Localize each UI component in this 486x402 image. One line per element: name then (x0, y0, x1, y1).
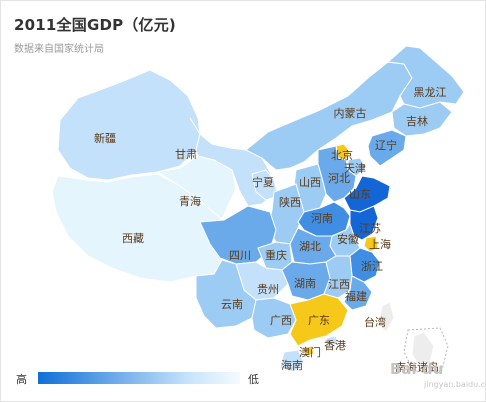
region-label-9: 北京 (331, 148, 353, 162)
region-label-11: 河北 (328, 172, 350, 185)
region-27[interactable] (343, 275, 373, 311)
region-31[interactable] (325, 335, 339, 347)
baidu-watermark: Bai du jingyan.baidu.com (372, 358, 486, 396)
chart-subtitle: 数据来自国家统计局 (14, 44, 104, 55)
region-label-21: 湖北 (299, 240, 321, 253)
region-label-13: 山东 (349, 188, 371, 201)
region-label-6: 黑龙江 (414, 86, 447, 99)
region-label-25: 江西 (328, 278, 350, 291)
region-label-12: 山西 (299, 176, 321, 189)
region-label-4: 宁夏 (252, 175, 274, 189)
region-label-33: 海南 (281, 358, 303, 372)
watermark-url: jingyan.baidu.com (424, 380, 486, 389)
region-label-15: 河南 (311, 212, 333, 225)
region-label-19: 四川 (229, 249, 251, 262)
south-china-sea-boundary (403, 327, 449, 373)
region-label-34: 南海诸岛 (395, 360, 439, 374)
region-label-30: 广东 (308, 314, 330, 327)
legend-high-label: 高 (16, 373, 27, 386)
watermark-brand: Bai du (390, 360, 444, 378)
region-label-22: 浙江 (361, 260, 383, 273)
region-label-17: 安徽 (337, 232, 359, 246)
region-label-26: 云南 (221, 298, 243, 311)
region-6[interactable] (386, 45, 465, 109)
region-label-10: 天津 (344, 162, 366, 175)
region-label-8: 辽宁 (375, 138, 397, 152)
region-label-31: 香港 (324, 339, 346, 352)
region-label-0: 新疆 (94, 131, 116, 145)
region-7[interactable] (391, 101, 453, 137)
region-8[interactable] (367, 129, 407, 167)
region-0[interactable] (57, 69, 201, 181)
region-label-20: 重庆 (265, 248, 287, 262)
region-label-32: 澳门 (299, 345, 321, 359)
region-33[interactable] (279, 349, 305, 373)
region-label-24: 湖南 (294, 277, 316, 290)
chart-title: 2011全国GDP（亿元) (14, 16, 176, 34)
region-34[interactable] (411, 331, 435, 369)
region-5[interactable] (245, 61, 413, 171)
region-label-23: 贵州 (257, 283, 279, 296)
region-label-18: 上海 (369, 237, 391, 251)
region-label-3: 甘肃 (175, 148, 197, 161)
region-2[interactable] (156, 155, 237, 220)
legend-low-label: 低 (248, 373, 259, 386)
region-label-2: 青海 (179, 194, 201, 208)
region-label-28: 台湾 (364, 315, 386, 329)
legend-gradient-bar (38, 372, 240, 384)
region-18[interactable] (363, 235, 379, 253)
region-28[interactable] (377, 301, 395, 333)
region-32[interactable] (303, 345, 315, 357)
region-label-1: 西藏 (122, 232, 144, 245)
region-label-14: 陕西 (279, 195, 301, 209)
region-label-29: 广西 (270, 314, 292, 327)
region-label-5: 内蒙古 (334, 106, 367, 120)
region-label-27: 福建 (345, 289, 367, 303)
region-label-16: 江苏 (359, 222, 381, 235)
region-label-7: 吉林 (406, 114, 428, 128)
region-30[interactable] (289, 293, 349, 347)
